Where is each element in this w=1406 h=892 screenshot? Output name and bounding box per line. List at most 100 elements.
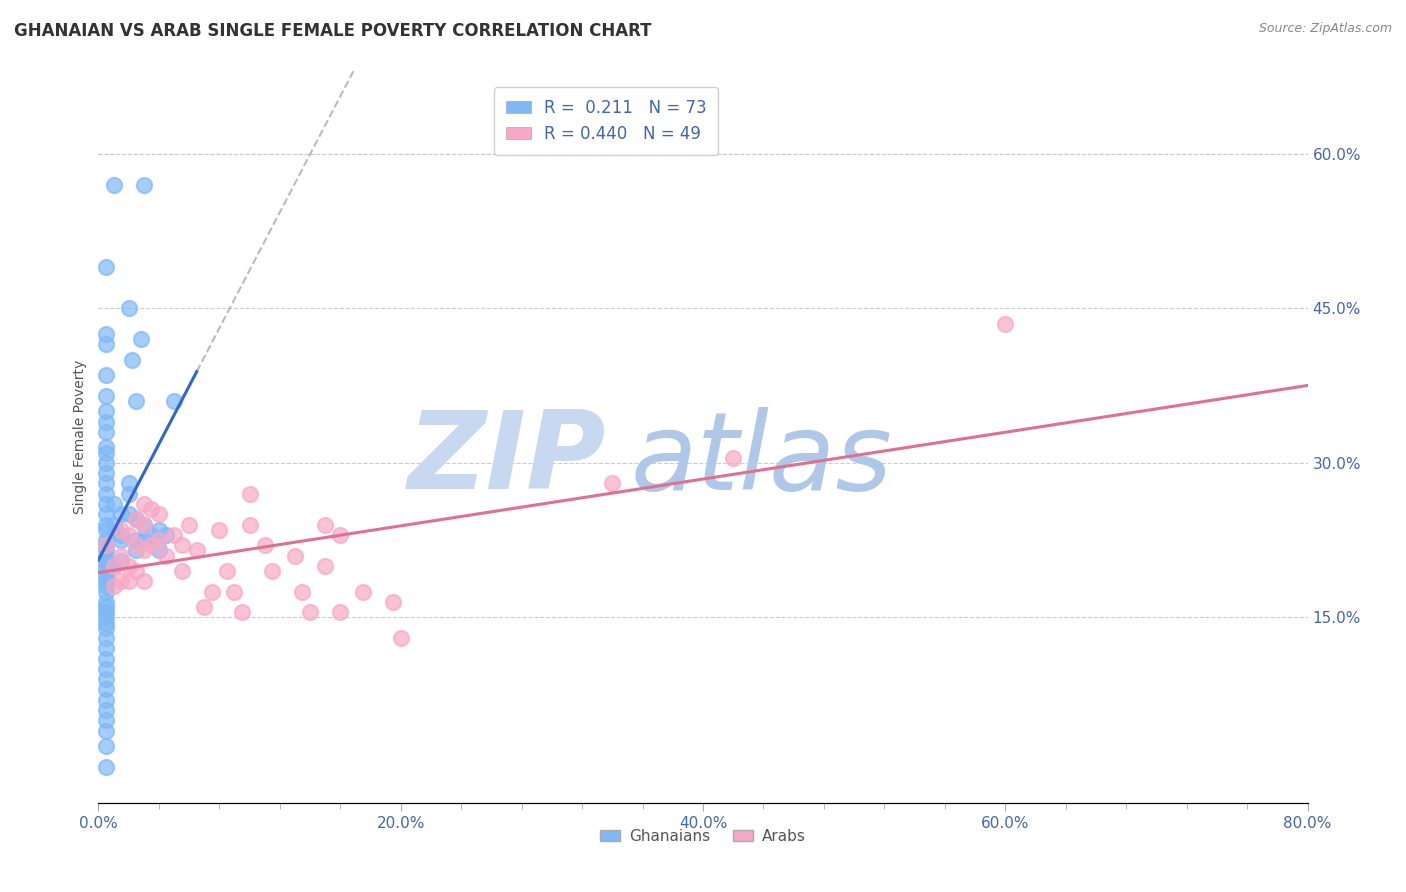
Point <box>94 662 117 676</box>
Point <box>94 615 117 630</box>
Point <box>94 476 117 491</box>
Point <box>94 595 117 609</box>
Text: Source: ZipAtlas.com: Source: ZipAtlas.com <box>1258 22 1392 36</box>
Point <box>141 528 163 542</box>
Point <box>132 533 155 547</box>
Point <box>129 332 152 346</box>
Point <box>94 517 117 532</box>
Point <box>110 533 132 547</box>
Point <box>602 476 624 491</box>
Point <box>215 564 238 578</box>
Point <box>253 538 276 552</box>
Point <box>125 512 148 526</box>
Point <box>132 574 155 589</box>
Point <box>170 538 193 552</box>
Point <box>382 595 405 609</box>
Point <box>163 528 186 542</box>
Y-axis label: Single Female Poverty: Single Female Poverty <box>73 360 87 514</box>
Point <box>132 517 155 532</box>
Point <box>314 558 336 573</box>
Point <box>132 517 155 532</box>
Point <box>148 508 170 522</box>
Point <box>125 512 148 526</box>
Point <box>118 574 141 589</box>
Point <box>94 605 117 619</box>
Point <box>94 600 117 615</box>
Point <box>186 543 208 558</box>
Point <box>132 497 155 511</box>
Point <box>94 703 117 717</box>
Point <box>193 600 215 615</box>
Point <box>141 502 163 516</box>
Point <box>132 178 155 192</box>
Point <box>94 554 117 568</box>
Point <box>94 404 117 418</box>
Point <box>201 584 224 599</box>
Point <box>125 533 148 547</box>
Point <box>94 760 117 774</box>
Point <box>94 723 117 738</box>
Point <box>125 538 148 552</box>
Point <box>94 533 117 547</box>
Point <box>103 497 125 511</box>
Point <box>170 564 193 578</box>
Point <box>94 441 117 455</box>
Point <box>118 558 141 573</box>
Point <box>148 543 170 558</box>
Point <box>118 476 141 491</box>
Point <box>94 389 117 403</box>
Point <box>118 528 141 542</box>
Point <box>103 579 125 593</box>
Point <box>94 508 117 522</box>
Point <box>103 558 125 573</box>
Point <box>125 394 148 409</box>
Point <box>94 497 117 511</box>
Text: atlas: atlas <box>630 407 893 511</box>
Point <box>132 543 155 558</box>
Point <box>103 558 125 573</box>
Point <box>94 693 117 707</box>
Point <box>110 574 132 589</box>
Point <box>94 584 117 599</box>
Point <box>141 538 163 552</box>
Point <box>94 260 117 274</box>
Point <box>239 517 262 532</box>
Point <box>239 487 262 501</box>
Point <box>94 538 117 552</box>
Point <box>94 425 117 439</box>
Point <box>94 523 117 537</box>
Point <box>94 610 117 624</box>
Point <box>329 605 352 619</box>
Point <box>94 574 117 589</box>
Point <box>125 564 148 578</box>
Point <box>284 549 307 563</box>
Point <box>110 508 132 522</box>
Text: GHANAIAN VS ARAB SINGLE FEMALE POVERTY CORRELATION CHART: GHANAIAN VS ARAB SINGLE FEMALE POVERTY C… <box>14 22 651 40</box>
Point <box>262 564 284 578</box>
Point <box>155 549 177 563</box>
Point <box>329 528 352 542</box>
Point <box>118 301 141 316</box>
Point <box>291 584 314 599</box>
Point <box>94 672 117 686</box>
Point <box>94 368 117 383</box>
Point <box>94 682 117 697</box>
Point <box>94 543 117 558</box>
Point <box>994 317 1017 331</box>
Point <box>125 543 148 558</box>
Point <box>314 517 336 532</box>
Point <box>94 337 117 351</box>
Point <box>148 533 170 547</box>
Point <box>155 528 177 542</box>
Point <box>299 605 322 619</box>
Point <box>94 456 117 470</box>
Point <box>103 178 125 192</box>
Point <box>94 487 117 501</box>
Point <box>94 538 117 552</box>
Point <box>94 415 117 429</box>
Point <box>224 584 246 599</box>
Point <box>723 450 745 465</box>
Point <box>94 621 117 635</box>
Point <box>94 327 117 342</box>
Point <box>94 651 117 665</box>
